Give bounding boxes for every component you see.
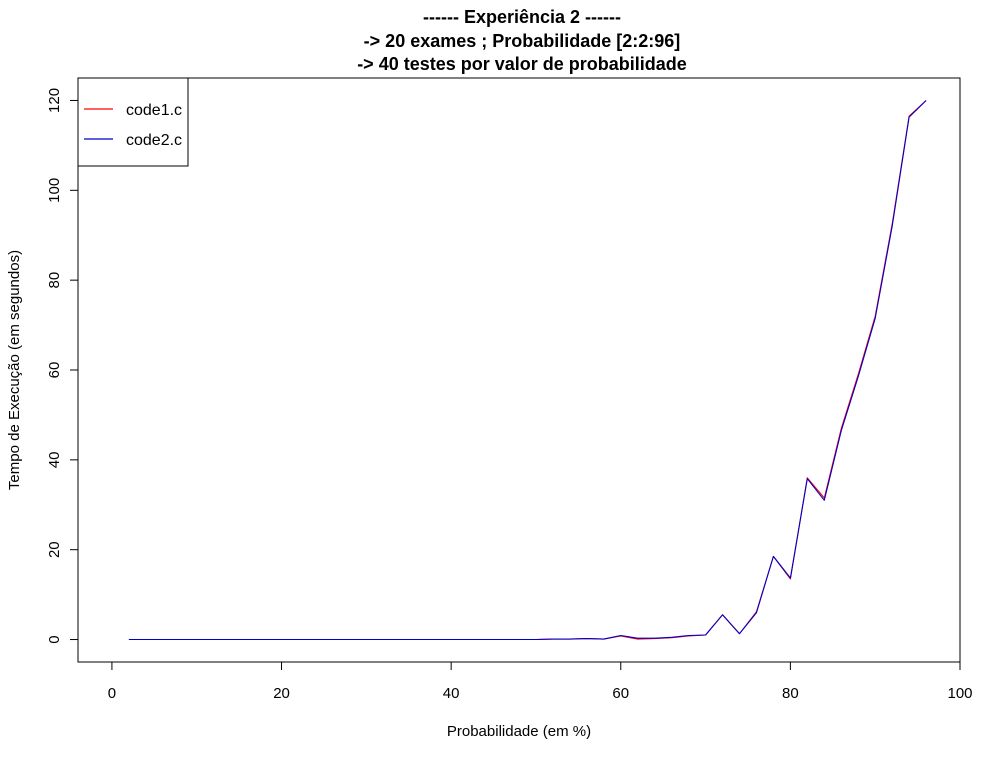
y-tick-label: 80 — [46, 272, 63, 289]
chart-title-line-3: -> 40 testes por valor de probabilidade — [357, 54, 687, 74]
legend-label-code2: code2.c — [126, 132, 182, 149]
x-tick-label: 60 — [612, 685, 629, 702]
series-line-code2-c — [128, 100, 927, 641]
legend-label-code1: code1.c — [126, 102, 182, 119]
y-tick-label: 60 — [46, 362, 63, 379]
y-tick-label: 20 — [46, 541, 63, 558]
y-tick-label: 100 — [46, 178, 63, 203]
x-axis-label: Probabilidade (em %) — [447, 723, 591, 740]
series-line-code1-c — [128, 100, 927, 641]
y-axis-label: Tempo de Execução (em segundos) — [6, 250, 23, 490]
x-tick-label: 20 — [273, 685, 290, 702]
series-lines — [128, 100, 927, 641]
x-tick-label: 80 — [782, 685, 799, 702]
y-tick-label: 120 — [46, 88, 63, 113]
y-tick-label: 40 — [46, 452, 63, 469]
chart-title-line-2: -> 20 exames ; Probabilidade [2:2:96] — [364, 31, 681, 51]
plot-frame — [77, 77, 961, 663]
x-tick-label: 0 — [108, 685, 116, 702]
y-tick-label: 0 — [46, 635, 63, 643]
x-tick-label: 40 — [443, 685, 460, 702]
x-tick-label: 100 — [947, 685, 972, 702]
y-axis: 0 20 40 60 80 100 120 — [46, 88, 79, 644]
x-axis: 0 20 40 60 80 100 — [108, 661, 973, 702]
legend-box — [77, 77, 189, 167]
legend: code1.c code2.c — [77, 77, 189, 167]
chart-title-line-1: ------ Experiência 2 ------ — [423, 7, 621, 27]
